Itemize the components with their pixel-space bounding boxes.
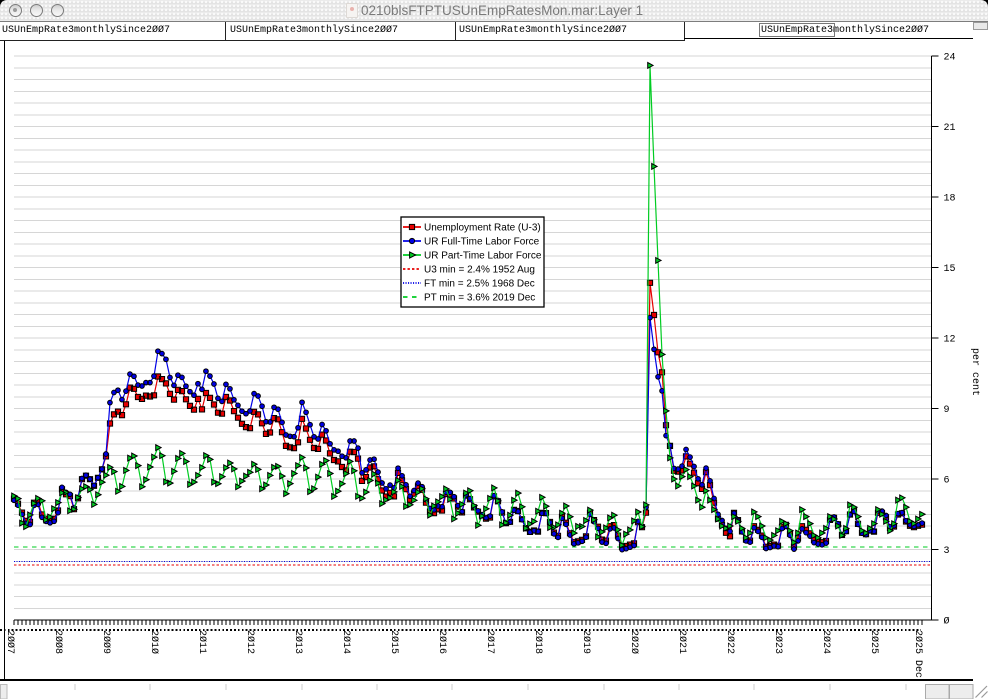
svg-text:2ØØ9: 2ØØ9 — [100, 630, 112, 654]
svg-text:2Ø15: 2Ø15 — [388, 630, 400, 654]
svg-text:per cent: per cent — [969, 348, 980, 396]
svg-text:2Ø18: 2Ø18 — [532, 630, 544, 654]
svg-text:24: 24 — [944, 53, 956, 64]
svg-text:Ø: Ø — [944, 616, 950, 628]
svg-text:2Ø12: 2Ø12 — [244, 630, 256, 654]
svg-text:U3 min = 2.4% 1952 Aug: U3 min = 2.4% 1952 Aug — [424, 265, 535, 276]
svg-text:2Ø19: 2Ø19 — [580, 630, 592, 654]
svg-text:9: 9 — [944, 405, 950, 416]
svg-text:FT min = 2.5% 1968 Dec: FT min = 2.5% 1968 Dec — [424, 279, 535, 290]
svg-text:21: 21 — [944, 123, 956, 134]
svg-text:15: 15 — [944, 264, 956, 275]
svg-text:3: 3 — [944, 546, 950, 557]
svg-text:18: 18 — [944, 194, 956, 205]
svg-text:2Ø13: 2Ø13 — [292, 630, 304, 654]
svg-text:2ØØ7: 2ØØ7 — [4, 630, 16, 654]
svg-text:UR Full-Time Labor Force: UR Full-Time Labor Force — [424, 237, 540, 248]
svg-text:UR Part-Time Labor Force: UR Part-Time Labor Force — [424, 251, 542, 262]
svg-text:2ØØ8: 2ØØ8 — [52, 630, 64, 654]
svg-text:2Ø21: 2Ø21 — [676, 630, 688, 654]
svg-text:2Ø14: 2Ø14 — [340, 630, 352, 654]
svg-text:2Ø25 Dec: 2Ø25 Dec — [912, 630, 924, 678]
svg-text:2Ø16: 2Ø16 — [436, 630, 448, 654]
svg-text:6: 6 — [944, 476, 950, 487]
svg-text:2Ø2Ø: 2Ø2Ø — [628, 630, 640, 654]
svg-text:2Ø22: 2Ø22 — [724, 630, 736, 654]
svg-text:2Ø23: 2Ø23 — [772, 630, 784, 654]
svg-text:2Ø11: 2Ø11 — [196, 630, 208, 654]
svg-text:2Ø25: 2Ø25 — [868, 630, 880, 654]
svg-text:Unemployment Rate (U-3): Unemployment Rate (U-3) — [424, 223, 541, 234]
svg-text:PT min = 3.6% 2019 Dec: PT min = 3.6% 2019 Dec — [424, 293, 535, 304]
svg-text:2Ø24: 2Ø24 — [820, 630, 832, 654]
svg-text:2Ø17: 2Ø17 — [484, 630, 496, 654]
svg-text:2Ø1Ø: 2Ø1Ø — [148, 630, 160, 654]
svg-text:12: 12 — [944, 335, 956, 346]
